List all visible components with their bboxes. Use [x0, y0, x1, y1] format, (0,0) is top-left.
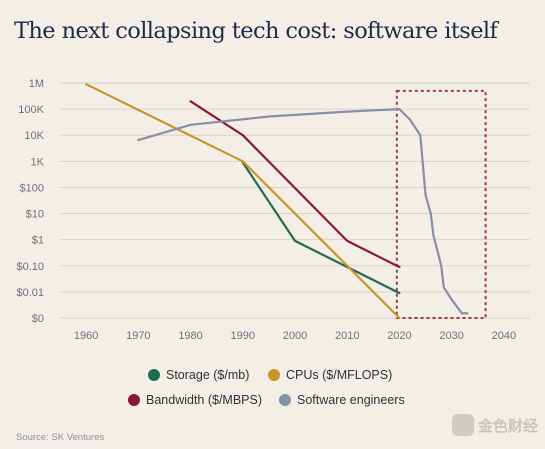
watermark-text: 金色财经 [478, 416, 539, 435]
chart-canvas: $0 $0.01 $0.10 $1 $10 $100 1K 10K 100K 1M 1960 1970… [16, 78, 530, 342]
y-tick-label: $10 [26, 209, 44, 221]
legend-swatch-storage [148, 369, 160, 381]
series-line-bandwidth-mbps [189, 100, 401, 269]
series-line-software-engineers [137, 107, 469, 315]
legend-item-bandwidth: Bandwidth ($/MBPS) [128, 393, 262, 407]
legend-item-software-engineers: Software engineers [279, 393, 405, 407]
series-line-cpus-mflops [84, 83, 401, 320]
y-tick-label: $1 [32, 235, 44, 247]
y-tick-label: 1M [29, 78, 44, 90]
legend-swatch-bandwidth [128, 394, 140, 406]
highlight-box [395, 89, 487, 319]
legend-swatch-software-engineers [279, 394, 291, 406]
chart-legend: Storage ($/mb) CPUs ($/MFLOPS) Bandwidth… [0, 362, 545, 412]
series-line-storage-mb [241, 161, 401, 295]
watermark: 金色财经 [452, 414, 538, 436]
chart-title: The next collapsing tech cost: software … [14, 18, 498, 44]
x-tick-label: 1970 [126, 330, 150, 342]
x-tick-label: 2040 [492, 330, 516, 342]
watermark-logo-icon [452, 414, 474, 436]
x-tick-label: 1960 [74, 330, 98, 342]
x-tick-label: 1980 [178, 330, 202, 342]
legend-swatch-cpus [268, 369, 280, 381]
y-tick-label: $0 [32, 313, 44, 325]
x-tick-label: 2020 [387, 330, 411, 342]
legend-label-bandwidth: Bandwidth ($/MBPS) [146, 393, 263, 407]
legend-label-cpus: CPUs ($/MFLOPS) [286, 368, 393, 382]
y-tick-label: $0.01 [16, 287, 44, 299]
legend-label-storage: Storage ($/mb) [166, 368, 250, 382]
y-tick-label: $0.10 [16, 261, 44, 273]
x-tick-label: 2000 [283, 330, 307, 342]
legend-item-cpus: CPUs ($/MFLOPS) [268, 368, 392, 382]
x-tick-label: 1990 [231, 330, 255, 342]
y-tick-label: 10K [24, 130, 44, 142]
x-tick-label: 2030 [439, 330, 463, 342]
y-tick-label: 1K [31, 156, 45, 168]
y-tick-label: 100K [18, 104, 44, 116]
legend-label-software-engineers: Software engineers [297, 393, 405, 407]
y-tick-label: $100 [20, 182, 44, 194]
x-tick-label: 2010 [335, 330, 359, 342]
legend-item-storage: Storage ($/mb) [148, 368, 249, 382]
source-note: Source: SK Ventures [16, 432, 105, 443]
